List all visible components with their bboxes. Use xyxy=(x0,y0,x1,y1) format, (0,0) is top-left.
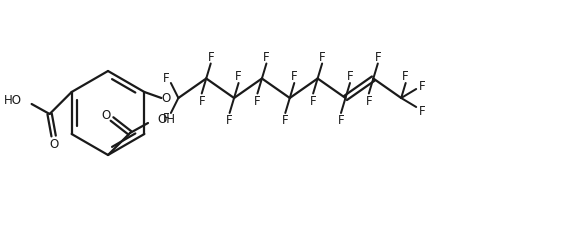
Text: F: F xyxy=(374,51,381,64)
Text: F: F xyxy=(263,51,270,64)
Text: F: F xyxy=(319,51,325,64)
Text: F: F xyxy=(291,70,298,83)
Text: HO: HO xyxy=(3,94,21,107)
Text: F: F xyxy=(282,114,289,127)
Text: O: O xyxy=(101,109,110,122)
Text: OH: OH xyxy=(157,113,175,126)
Text: O: O xyxy=(162,92,171,105)
Text: F: F xyxy=(419,79,426,92)
Text: F: F xyxy=(338,114,345,127)
Text: F: F xyxy=(419,105,426,118)
Text: F: F xyxy=(198,95,205,108)
Text: F: F xyxy=(347,70,354,83)
Text: F: F xyxy=(365,95,372,108)
Text: F: F xyxy=(254,95,261,108)
Text: F: F xyxy=(226,114,233,127)
Text: O: O xyxy=(49,138,58,151)
Text: F: F xyxy=(403,70,409,83)
Text: F: F xyxy=(235,70,242,83)
Text: F: F xyxy=(310,95,316,108)
Text: F: F xyxy=(163,112,169,125)
Text: F: F xyxy=(163,72,169,85)
Text: F: F xyxy=(207,51,214,64)
